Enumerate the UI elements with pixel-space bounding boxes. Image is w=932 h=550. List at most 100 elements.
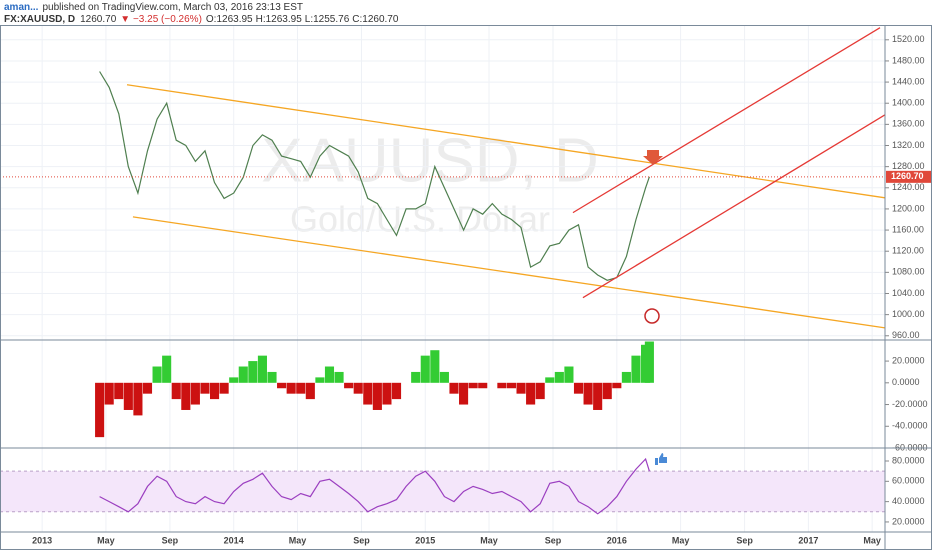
bar [506,382,517,389]
event-icon [644,308,660,324]
bar [602,382,612,400]
bar [573,382,584,394]
x-tick-label: Sep [736,535,753,545]
bar [190,382,200,405]
y-tick-label: 1240.00 [892,182,925,192]
bar [219,382,229,394]
like-icon [655,453,667,465]
price-tag-label: 1260.70 [891,171,924,181]
x-tick-label: Sep [353,535,370,545]
y-tick-label: -40.0000 [892,421,928,431]
trend-line [132,216,886,329]
x-tick-label: Sep [545,535,562,545]
bar [123,382,133,410]
price-tag [886,170,932,183]
y-tick-label: 20.0000 [892,355,925,365]
bar [372,382,382,410]
bar [95,382,105,438]
bar [497,382,507,389]
y-tick-label: 1160.00 [892,224,924,234]
bar [526,382,536,405]
bar [478,382,488,389]
y-tick-label: 1440.00 [892,76,925,86]
x-tick-label: 2017 [798,535,818,545]
close: C:1260.70 [352,14,399,25]
y-tick-label: 1400.00 [892,98,925,108]
x-tick-label: May [863,535,881,545]
high: H:1263.95 [256,14,303,25]
bar [631,355,641,383]
bar [535,382,545,400]
x-tick-label: 2016 [607,535,627,545]
bar [305,382,315,400]
low: L:1255.76 [305,14,350,25]
arrow-icon [643,150,663,165]
bar [430,350,440,383]
bar [363,382,373,405]
trend-line [126,84,886,199]
bar [583,382,593,405]
bar [449,382,459,394]
symbol-line: FX:XAUUSD, D 1260.70 ▼ −3.25 (−0.26%) O:126… [4,14,399,25]
bar [229,377,239,383]
y-tick-label: 1280.00 [892,161,925,171]
bar [142,382,153,394]
bar [162,355,172,383]
band [0,471,885,512]
author[interactable]: aman... [4,2,39,13]
bar [334,371,344,383]
trend-line [582,114,886,299]
bar [171,382,181,400]
symbol: FX:XAUUSD, D [4,14,75,25]
bar [411,371,421,383]
bar [554,371,564,383]
y-tick-label: 40.0000 [892,496,925,506]
bar [114,382,124,400]
bar [286,382,296,394]
series-line [99,457,650,515]
bar [152,366,162,383]
watermark-name: Gold/U.S. Dollar [290,199,550,240]
bar [267,371,277,383]
bar [593,382,603,410]
bar [315,377,325,383]
y-tick-label: 1480.00 [892,55,925,65]
x-tick-label: May [480,535,498,545]
price: 1260.70 [80,14,117,25]
bar [468,382,478,389]
y-tick-label: 1080.00 [892,267,925,277]
x-tick-label: 2015 [415,535,435,545]
bar [277,382,287,389]
y-tick-label: 1520.00 [892,34,925,44]
y-tick-label: 1120.00 [892,246,924,256]
change: ▼ −3.25 (−0.26%) [120,14,202,25]
published: published on TradingView.com, March 03, … [42,2,303,13]
bar [296,382,306,394]
bar [248,361,258,383]
bar [420,355,430,383]
y-tick-label: 1040.00 [892,288,925,298]
bar [209,382,220,400]
bar [238,366,248,383]
y-tick-label: 20.0000 [892,516,925,526]
y-tick-label: 1200.00 [892,203,925,213]
series-line [99,71,650,281]
bar [612,382,622,389]
open: O:1263.95 [206,14,253,25]
x-tick-label: 2013 [32,535,52,545]
bar [344,382,354,389]
bar [181,382,191,410]
bar [200,382,210,394]
x-tick-label: Sep [162,535,179,545]
bar [324,366,335,383]
bar [459,382,469,405]
bar [133,382,143,416]
trend-line [572,27,881,214]
x-tick-label: May [289,535,307,545]
bar [516,382,526,394]
bar [545,377,555,383]
bar [564,366,574,383]
header-line: aman... published on TradingView.com, Mar… [4,2,303,13]
